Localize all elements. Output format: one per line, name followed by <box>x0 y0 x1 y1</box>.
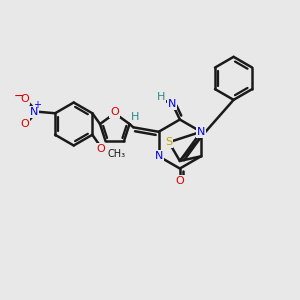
Text: N: N <box>168 99 177 109</box>
Text: +: + <box>33 100 41 110</box>
Text: N: N <box>197 127 205 137</box>
Text: O: O <box>96 144 105 154</box>
Text: N: N <box>154 151 163 161</box>
Text: O: O <box>21 94 30 104</box>
Text: O: O <box>21 119 30 129</box>
Text: −: − <box>14 90 24 103</box>
Text: O: O <box>176 176 184 186</box>
Text: CH₃: CH₃ <box>107 149 125 160</box>
Text: H: H <box>157 92 165 102</box>
Text: S: S <box>165 137 172 147</box>
Text: N: N <box>29 107 38 117</box>
Text: H: H <box>130 112 139 122</box>
Text: O: O <box>110 107 119 117</box>
